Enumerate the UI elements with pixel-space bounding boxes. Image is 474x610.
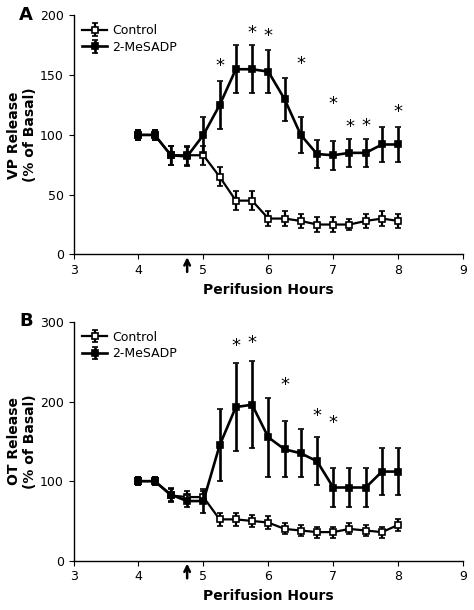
Text: *: * <box>264 27 273 45</box>
Text: *: * <box>296 55 305 73</box>
X-axis label: Perifusion Hours: Perifusion Hours <box>203 589 334 603</box>
Text: *: * <box>361 117 370 135</box>
Text: A: A <box>19 6 33 24</box>
Text: *: * <box>247 334 256 352</box>
Text: *: * <box>345 118 354 136</box>
Y-axis label: VP Release
(% of Basal): VP Release (% of Basal) <box>7 88 37 182</box>
Text: *: * <box>280 376 289 393</box>
Text: *: * <box>329 414 338 432</box>
Text: *: * <box>312 407 321 425</box>
Text: B: B <box>19 312 33 331</box>
Legend: Control, 2-MeSADP: Control, 2-MeSADP <box>80 22 180 57</box>
Text: *: * <box>394 102 403 121</box>
X-axis label: Perifusion Hours: Perifusion Hours <box>203 282 334 296</box>
Legend: Control, 2-MeSADP: Control, 2-MeSADP <box>80 328 180 363</box>
Y-axis label: OT Release
(% of Basal): OT Release (% of Basal) <box>7 394 37 489</box>
Text: *: * <box>215 57 224 75</box>
Text: *: * <box>329 95 338 113</box>
Text: *: * <box>231 337 240 355</box>
Text: *: * <box>247 24 256 41</box>
